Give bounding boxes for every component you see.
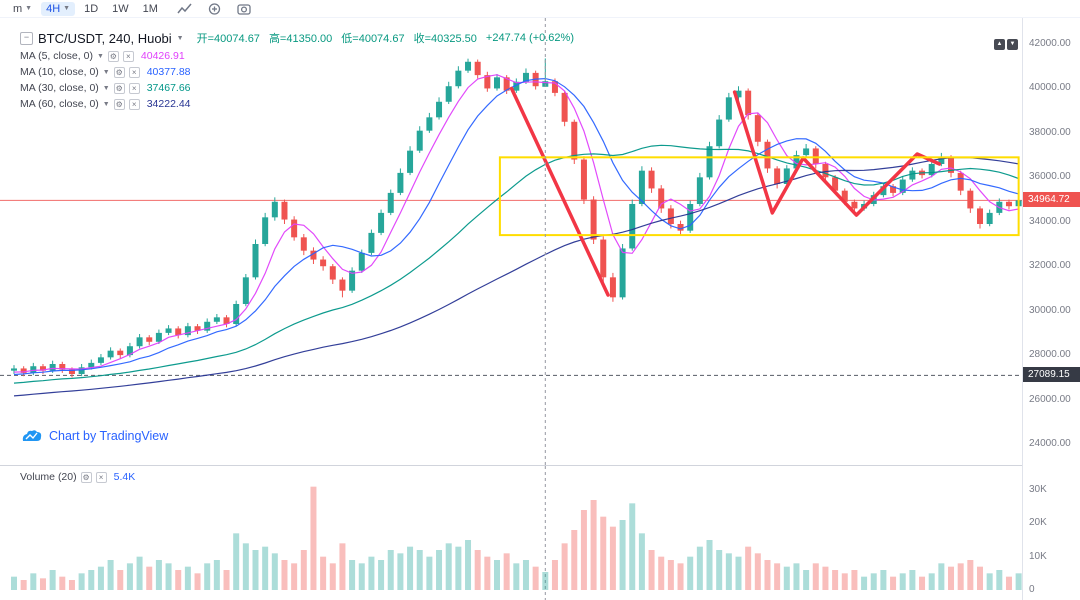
indicator-value: 37467.66: [146, 82, 191, 94]
chevron-down-icon[interactable]: ▼: [102, 84, 110, 92]
price-axis-tick: 40000.00: [1029, 82, 1071, 94]
indicator-value: 40426.91: [140, 50, 185, 62]
ohlc-open: 开=40074.67: [196, 33, 260, 45]
price-axis-tick: 28000.00: [1029, 349, 1071, 361]
legend-collapse-icon[interactable]: −: [20, 31, 33, 45]
interval-4h-button[interactable]: 4H ▼: [41, 1, 76, 16]
price-axis[interactable]: 34964.72 27089.15 42000.00 40000.00 38000.…: [1022, 18, 1080, 600]
volume-axis-tick: 20K: [1029, 517, 1047, 529]
price-level-label: 27089.15: [1023, 367, 1080, 383]
price-axis-tick: 32000.00: [1029, 260, 1071, 272]
watermark-label: Chart by TradingView: [49, 429, 169, 443]
symbol-dropdown-icon[interactable]: ▼: [176, 34, 184, 42]
price-axis-tick: 34000.00: [1029, 215, 1071, 227]
pane-move-up-button[interactable]: ▲: [994, 39, 1005, 50]
volume-axis-tick: 0: [1029, 584, 1035, 595]
indicator-settings-icon[interactable]: ⚙: [80, 471, 92, 483]
chevron-down-icon[interactable]: ▼: [102, 68, 110, 76]
legend: − BTC/USDT, 240, Huobi ▼ 开=40074.67 高=41…: [20, 30, 574, 110]
price-pane-canvas[interactable]: [0, 18, 1022, 465]
ohlc-high: 高=41350.00: [268, 33, 333, 45]
price-axis-tick: 38000.00: [1029, 126, 1071, 138]
indicator-settings-icon[interactable]: ⚙: [107, 50, 119, 62]
chevron-down-icon: ▼: [63, 5, 71, 12]
pane-move-down-button[interactable]: ▼: [1007, 39, 1018, 50]
price-axis-tick: 26000.00: [1029, 393, 1071, 405]
ohlc-close: 收=40325.50: [413, 33, 477, 45]
indicator-row: MA (60, close, 0) ▼ ⚙ × 34222.44: [20, 98, 574, 110]
price-axis-tick: 42000.00: [1029, 37, 1071, 49]
tradingview-watermark[interactable]: Chart by TradingView: [22, 429, 168, 443]
indicator-close-icon[interactable]: ×: [128, 82, 140, 94]
volume-legend: Volume (20) ⚙ × 5.4K: [20, 471, 135, 483]
compare-icon[interactable]: [207, 2, 222, 16]
volume-axis-tick: 10K: [1029, 550, 1047, 562]
interval-minute-menu[interactable]: m ▼: [8, 2, 37, 16]
indicator-close-icon[interactable]: ×: [128, 66, 140, 78]
interval-1m-button[interactable]: 1M: [142, 2, 158, 15]
ohlc-values: 开=40074.67 高=41350.00 低=40074.67 收=40325…: [197, 30, 574, 46]
indicator-label[interactable]: MA (30, close, 0): [20, 82, 99, 94]
volume-axis-tick: 30K: [1029, 484, 1047, 495]
indicator-settings-icon[interactable]: ⚙: [113, 82, 125, 94]
indicator-close-icon[interactable]: ×: [128, 98, 140, 110]
price-axis-tick: 36000.00: [1029, 171, 1071, 183]
ohlc-low: 低=40074.67: [341, 33, 405, 45]
tradingview-logo-icon: [22, 430, 42, 441]
indicator-value: 34222.44: [146, 98, 191, 110]
indicator-settings-icon[interactable]: ⚙: [113, 98, 125, 110]
indicator-row: MA (10, close, 0) ▼ ⚙ × 40377.88: [20, 66, 574, 78]
interval-minute-label: m: [13, 2, 23, 15]
indicator-label[interactable]: MA (60, close, 0): [20, 98, 99, 110]
last-price-label: 34964.72: [1023, 192, 1080, 208]
indicator-row: MA (30, close, 0) ▼ ⚙ × 37467.66: [20, 82, 574, 94]
symbol-title[interactable]: BTC/USDT, 240, Huobi: [38, 30, 172, 46]
indicator-row: MA (5, close, 0) ▼ ⚙ × 40426.91: [20, 50, 574, 62]
chevron-down-icon: ▼: [25, 5, 33, 12]
indicator-label[interactable]: MA (10, close, 0): [20, 66, 99, 78]
camera-icon[interactable]: [236, 2, 252, 16]
pane-separator[interactable]: [0, 465, 1080, 466]
indicator-settings-icon[interactable]: ⚙: [113, 66, 125, 78]
change-value: +247.74 (+0.62%): [485, 32, 574, 44]
price-axis-tick: 30000.00: [1029, 304, 1071, 316]
price-axis-tick: 24000.00: [1029, 437, 1071, 449]
toolbar: m ▼ 4H ▼ 1D 1W 1M: [0, 0, 1080, 18]
pane-buttons: ▲ ▼: [994, 39, 1018, 50]
indicator-close-icon[interactable]: ×: [95, 471, 107, 483]
chevron-down-icon[interactable]: ▼: [96, 52, 104, 60]
indicator-label[interactable]: MA (5, close, 0): [20, 50, 93, 62]
chevron-down-icon[interactable]: ▼: [102, 100, 110, 108]
indicator-close-icon[interactable]: ×: [122, 50, 134, 62]
symbol-row: − BTC/USDT, 240, Huobi ▼ 开=40074.67 高=41…: [20, 30, 574, 46]
indicator-value: 40377.88: [146, 66, 191, 78]
volume-pane-canvas[interactable]: [0, 466, 1022, 600]
chart-style-icon[interactable]: [177, 2, 193, 16]
interval-4h-label: 4H: [46, 2, 61, 15]
volume-value: 5.4K: [113, 471, 136, 483]
interval-1d-button[interactable]: 1D: [84, 2, 99, 15]
interval-1w-button[interactable]: 1W: [112, 2, 129, 15]
volume-label[interactable]: Volume (20): [20, 471, 77, 483]
